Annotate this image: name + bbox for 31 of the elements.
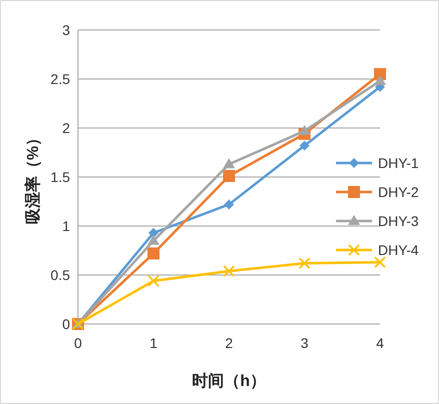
legend-label: DHY-2 xyxy=(378,184,419,200)
y-tick-label: 2.5 xyxy=(50,71,70,87)
x-tick-label: 3 xyxy=(300,335,309,351)
point xyxy=(148,247,160,260)
y-tick-label: 2 xyxy=(62,120,70,136)
point xyxy=(224,199,234,210)
legend-label: DHY-4 xyxy=(378,242,419,258)
x-axis-title: 时间（h） xyxy=(192,372,266,390)
y-tick-label: 1.5 xyxy=(50,169,70,185)
point xyxy=(300,140,310,151)
y-tick-label: 0.5 xyxy=(50,267,70,283)
point xyxy=(223,265,235,277)
y-tick-label: 0 xyxy=(62,316,70,332)
x-tick-label: 4 xyxy=(376,335,384,351)
point xyxy=(374,256,386,268)
x-tick-label: 1 xyxy=(150,335,158,351)
y-tick-label: 1 xyxy=(62,218,70,234)
point xyxy=(148,228,158,238)
point xyxy=(148,234,160,245)
legend-label: DHY-3 xyxy=(378,213,419,229)
point xyxy=(223,170,235,182)
y-axis-title: 吸湿率（%） xyxy=(23,130,42,224)
point xyxy=(148,274,160,287)
y-tick-label: 3 xyxy=(62,22,70,38)
x-tick-label: 0 xyxy=(74,335,82,351)
legend-label: DHY-1 xyxy=(378,155,419,171)
point xyxy=(298,257,310,270)
point xyxy=(223,158,235,168)
point xyxy=(298,124,310,135)
x-tick-label: 2 xyxy=(225,335,234,351)
point xyxy=(374,74,386,85)
